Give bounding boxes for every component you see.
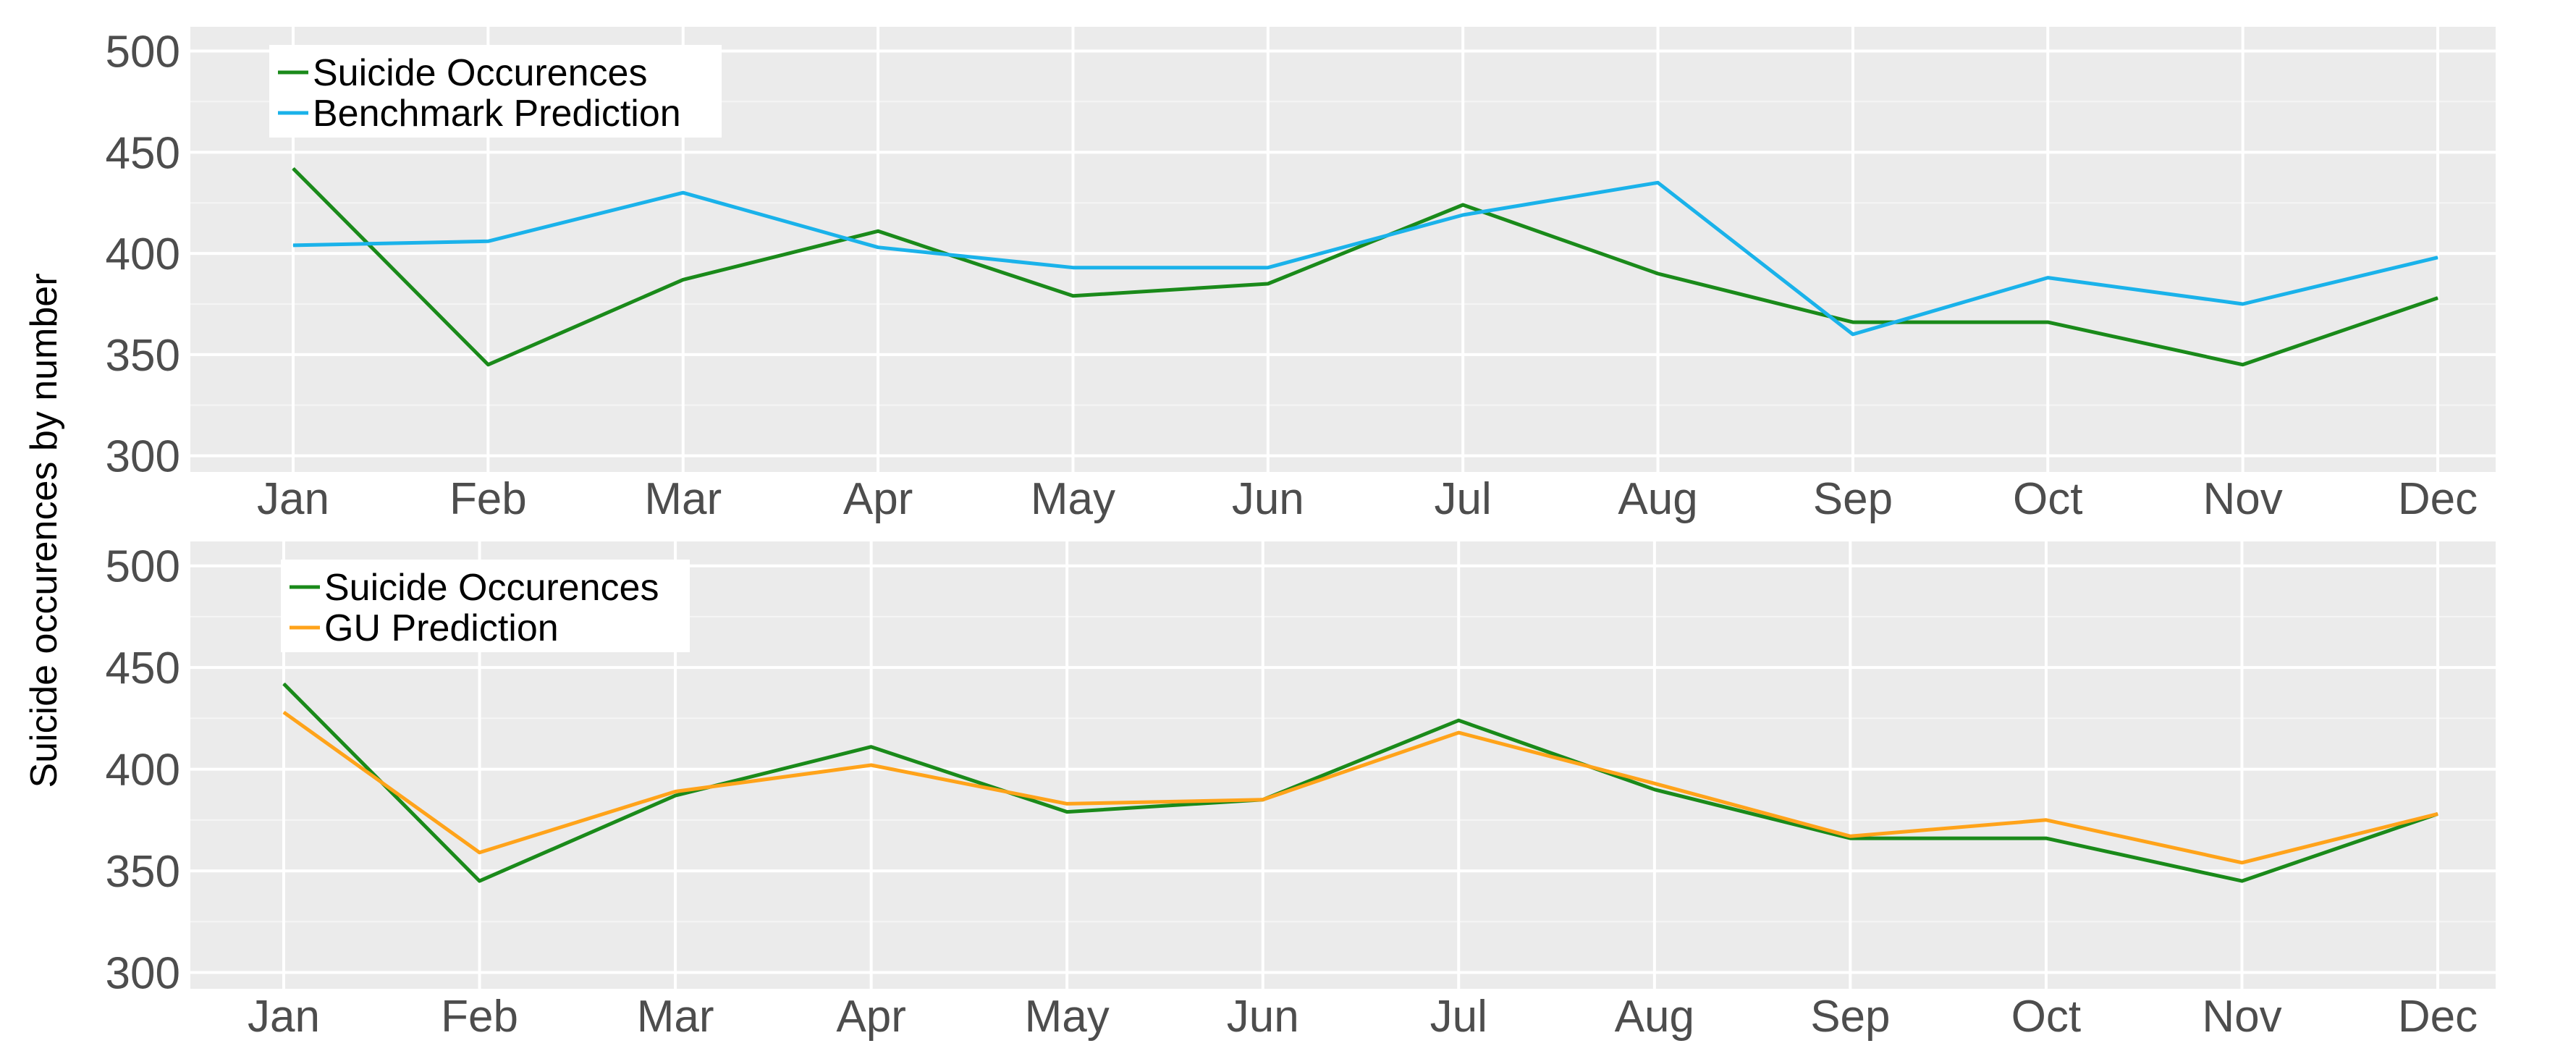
data-point [1657,182,1659,183]
y-tick-label: 450 [106,128,180,178]
y-tick-label: 400 [106,746,180,796]
x-tick-label: Sep [1813,474,1893,524]
x-tick-label: Mar [644,474,722,524]
x-tick-label: Sep [1810,992,1890,1042]
legend-entry: Benchmark Prediction [313,93,681,135]
data-point [1849,835,1851,837]
series-line-2 [282,710,2438,865]
data-point [1262,799,1264,801]
legend-entry: GU Prediction [324,607,559,649]
data-point [479,852,481,853]
x-tick-label: Aug [1618,474,1697,524]
y-tick-label: 300 [106,949,180,999]
data-point [487,240,489,242]
x-tick-label: Oct [2011,992,2081,1042]
data-point [1066,811,1068,813]
x-tick-label: Jul [1430,992,1487,1042]
data-point [1654,789,1655,790]
chart-panel-bottom: 500 450 400 350 300 Jan Feb Mar Apr May Jun Jul Aug S… [106,541,2496,1042]
series-line-1 [292,166,2438,367]
x-tick-label: Jan [248,992,320,1042]
y-tick-label: 350 [106,847,180,897]
data-point [1849,838,1851,839]
legend-entry: Suicide Occurences [324,567,659,609]
data-point [1462,204,1464,206]
data-point [1267,267,1269,269]
x-tick-label: May [1025,992,1110,1042]
x-tick-label: Mar [637,992,714,1042]
data-point [1462,214,1464,216]
data-point [1654,782,1655,784]
x-tick-label: Apr [843,474,913,524]
x-tick-label: Feb [441,992,518,1042]
data-point [2242,303,2244,305]
data-point [2045,838,2047,839]
x-tick-label: Apr [836,992,905,1042]
chart-panel-top: 500 450 400 350 300 Jan Feb Mar Apr May Jun Jul Aug S… [106,27,2496,524]
series-line-1 [282,682,2438,883]
legend-box [281,560,690,652]
legend-box [269,45,722,138]
data-point [877,230,879,232]
data-point [1852,321,1854,323]
data-point [1458,720,1459,721]
x-tick-label: Jan [257,474,329,524]
x-tick-label: Nov [2202,992,2281,1042]
y-tick-label: 500 [106,542,180,592]
data-point [2045,819,2047,821]
x-tick-label: Jun [1227,992,1299,1042]
y-tick-label: 400 [106,229,180,279]
y-tick-label: 500 [106,28,180,77]
data-point [292,168,294,169]
x-tick-label: Dec [2398,992,2478,1042]
y-tick-label: 450 [106,644,180,693]
x-tick-label: Oct [2013,474,2082,524]
data-point [2242,364,2244,366]
data-point [479,880,481,882]
x-tick-label: May [1031,474,1115,524]
data-point [487,364,489,366]
y-tick-label: 350 [106,331,180,381]
x-tick-label: Jul [1435,474,1492,524]
x-tick-label: Jun [1232,474,1304,524]
x-tick-label: Dec [2398,474,2478,524]
legend-entry: Suicide Occurences [313,52,647,94]
x-tick-label: Feb [449,474,527,524]
series-line-2 [292,180,2438,337]
data-point [1066,803,1068,804]
y-tick-label: 300 [106,432,180,482]
data-point [877,247,879,248]
x-tick-label: Aug [1615,992,1694,1042]
data-point [675,791,676,793]
y-axis-label: Suicide occurences by number [23,273,65,788]
x-tick-label: Nov [2203,474,2283,524]
